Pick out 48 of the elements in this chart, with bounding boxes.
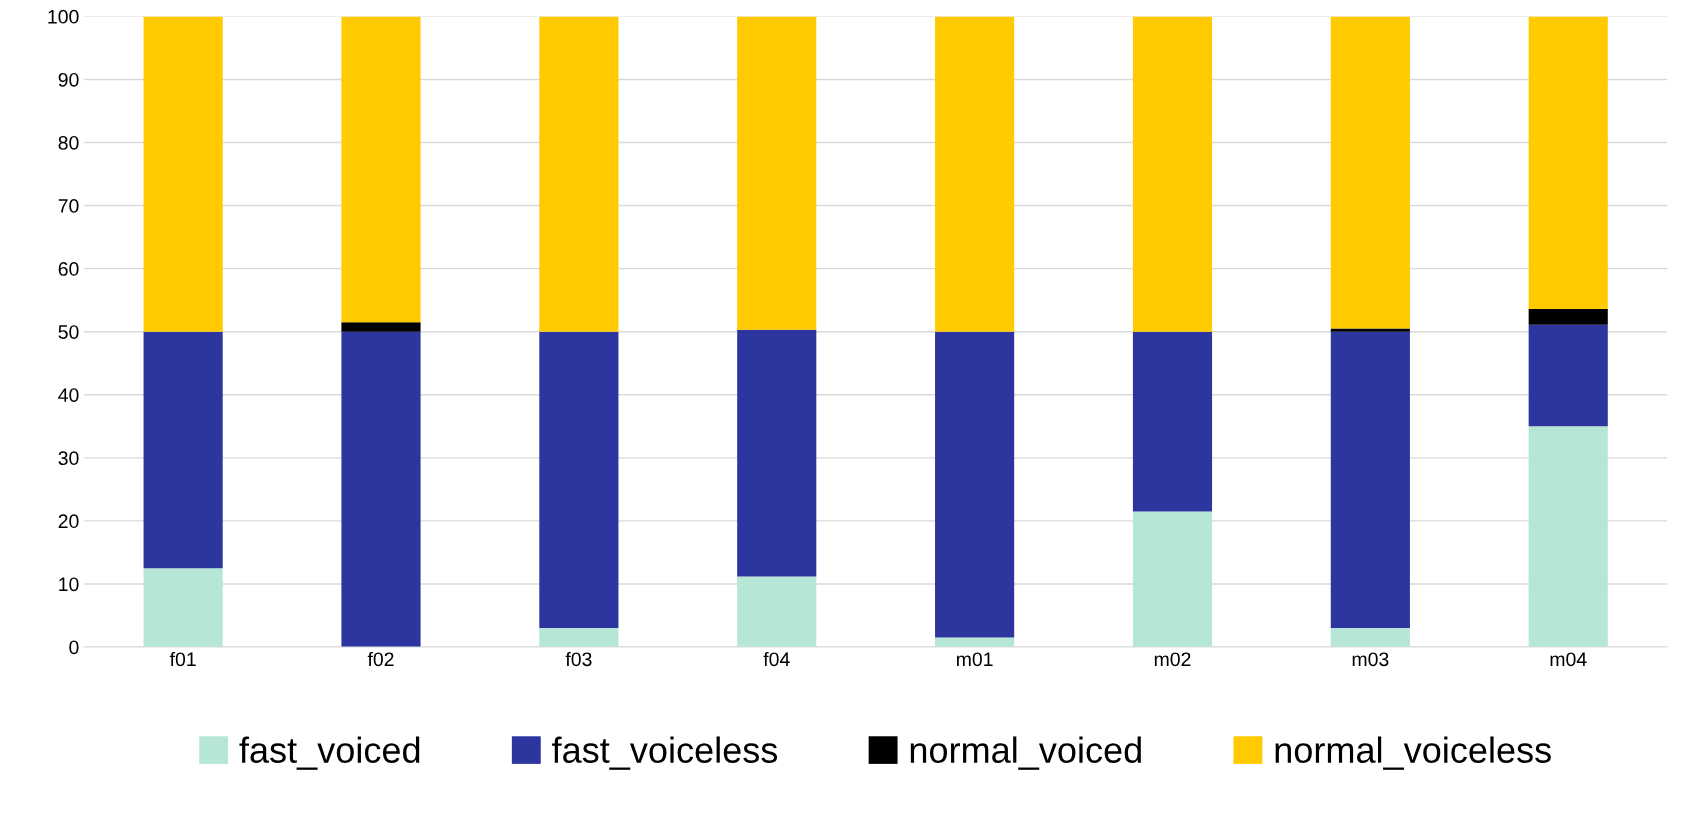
x-tick-label: m03 (1352, 652, 1389, 667)
bar (1132, 511, 1213, 648)
bar (341, 331, 421, 648)
y-tick-label: 10 (59, 577, 79, 592)
bar (539, 16, 619, 332)
y-tick-label: 20 (58, 514, 79, 529)
x-tick-label: f04 (763, 651, 790, 667)
bar (1330, 328, 1410, 332)
bar (341, 322, 421, 332)
x-tick-label: m02 (1154, 652, 1191, 667)
x-tick-label: m04 (1550, 652, 1587, 667)
bar (935, 331, 1015, 638)
x-tick-label: f03 (565, 651, 592, 667)
bar (737, 329, 817, 577)
bar (1330, 331, 1410, 629)
y-tick-label: 100 (48, 9, 79, 24)
y-tick-label: 70 (58, 199, 79, 213)
legend-label: fast_voiced (239, 736, 420, 770)
y-tick-label: 80 (58, 135, 79, 150)
bar (1132, 331, 1213, 512)
bar (1528, 426, 1608, 648)
y-tick-label: 50 (58, 325, 79, 339)
x-tick-label: f01 (169, 651, 196, 667)
y-tick-label: 60 (58, 262, 79, 276)
bar (1528, 16, 1608, 309)
bar (1330, 628, 1410, 648)
bar (1330, 16, 1410, 329)
bar (143, 331, 223, 569)
legend-label: fast_voiceless (552, 736, 778, 770)
bar (143, 16, 223, 332)
y-tick-label: 90 (58, 72, 79, 87)
bar (539, 628, 619, 648)
y-tick-label: 40 (58, 388, 79, 402)
bar (737, 576, 817, 648)
x-tick-label: m01 (956, 652, 993, 667)
legend-label: normal_voiced (910, 736, 1141, 770)
bar (341, 16, 421, 323)
bar (935, 16, 1015, 332)
bar (143, 568, 223, 648)
bar (737, 16, 817, 330)
bar (1132, 16, 1213, 332)
bar (539, 331, 619, 629)
legend-label: normal_voiceless (1275, 736, 1551, 770)
y-tick-label: 0 (69, 640, 79, 655)
bar (1528, 308, 1608, 325)
x-tick-label: f02 (367, 651, 394, 667)
bar (1528, 324, 1608, 427)
y-tick-label: 30 (58, 451, 79, 466)
